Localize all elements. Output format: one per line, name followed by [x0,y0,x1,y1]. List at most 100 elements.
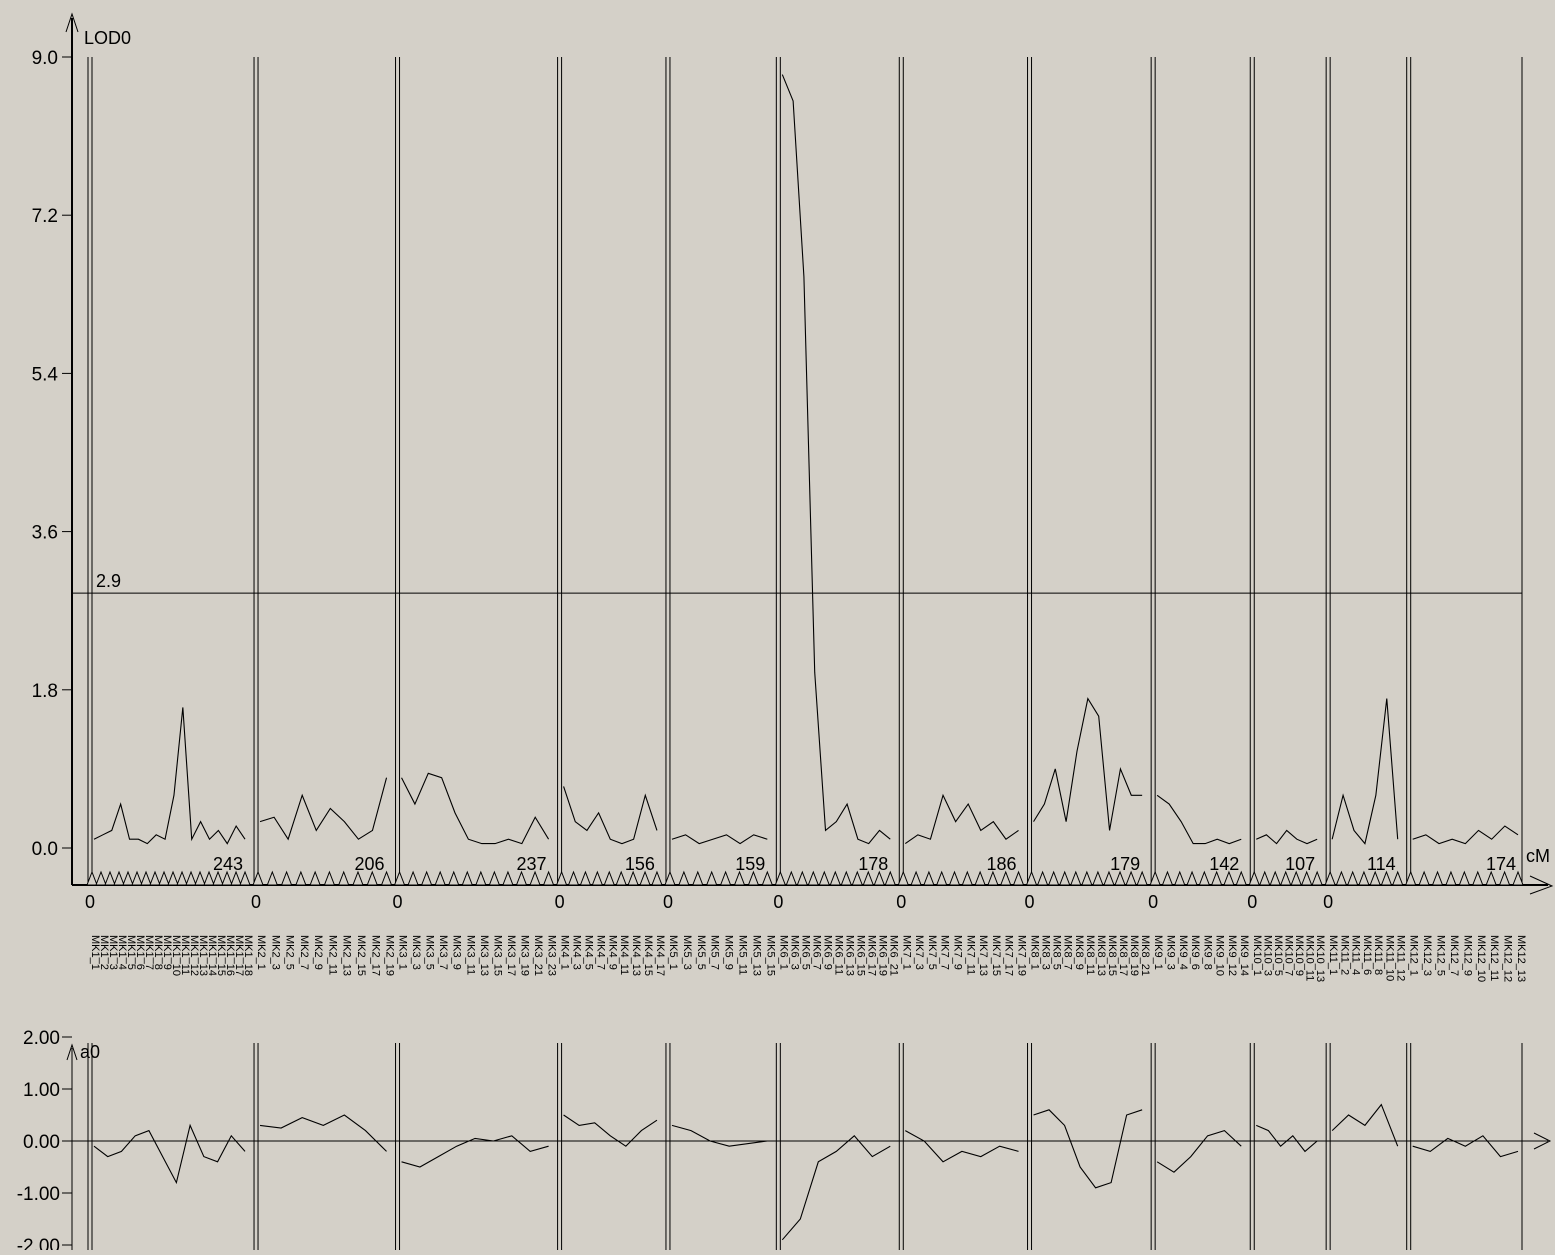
effect-curve [93,1123,246,1185]
lod-curve [1256,829,1318,845]
marker-triangle [140,870,152,886]
threshold-label: 2.9 [96,571,121,591]
marker-name-label: MK3_21 [532,935,544,976]
marker-triangle [639,870,651,886]
marker-name-label: MK3_9 [451,935,463,970]
marker-name-label: MK5_1 [667,935,679,970]
marker-name-label: MK10_13 [1314,935,1326,982]
marker-triangle [1485,870,1497,886]
effect-x-axis-arrow [1533,1132,1552,1150]
effect-curve [671,1124,768,1147]
lod-y-axis-arrow [65,12,79,33]
marker-triangle [380,870,393,886]
lod-y-axis-label: LOD0 [84,28,131,48]
effect-y-tick-label: 1.00 [23,1080,60,1101]
marker-triangle [295,870,307,886]
marker-name-label: MK7_13 [977,935,989,976]
chromosome-start-label: 0 [896,892,906,912]
marker-name-label: MK1_10 [170,935,182,976]
lod-curve [1412,825,1519,845]
marker-triangle [352,870,364,886]
marker-name-label: MK9_3 [1164,935,1176,970]
marker-name-label: MK12_9 [1461,935,1473,976]
lod-y-tick-label: 9.0 [32,48,58,69]
marker-triangle [1081,870,1093,886]
marker-name-label: MK3_15 [491,935,503,976]
marker-name-label: MK12_12 [1502,935,1514,982]
marker-name-label: MK3_17 [505,935,517,976]
marker-triangle [747,870,760,886]
marker-name-label: MK1_1 [89,935,101,970]
effect-curve [1156,1129,1242,1173]
marker-triangle [194,870,206,886]
marker-triangle [733,870,746,886]
effect-y-tick-label: 2.00 [23,1028,60,1049]
marker-triangle [1300,870,1313,886]
lod-curve [1331,698,1399,845]
marker-name-label: MK12_7 [1448,935,1460,976]
chromosome-length-label: 142 [1209,854,1239,874]
marker-triangle [434,870,446,886]
marker-name-label: MK7_9 [952,935,964,970]
marker-triangle [829,870,842,886]
marker-triangle [420,870,433,886]
lod-curve [259,777,388,841]
marker-triangle [678,870,690,886]
marker-name-label: MK1_11 [179,935,191,975]
chromosome-length-label: 107 [1285,854,1315,874]
effect-y-axis-label: a0 [80,1042,100,1062]
marker-name-label: MK3_11 [464,935,476,975]
lod-y-tick-label: 7.2 [32,206,58,227]
marker-name-label: MK8_3 [1040,935,1052,970]
marker-name-label: MK1_12 [188,935,200,976]
marker-name-label: MK7_7 [939,935,951,970]
lod-y-tick-label: 0.0 [32,839,58,860]
marker-triangle [1198,870,1211,886]
marker-triangle [366,870,378,886]
marker-name-label: MK8_13 [1095,935,1107,976]
marker-triangle [1279,870,1292,886]
lod-panel: LOD0 cM 0.0 1.8 3.6 5.4 7.2 9.0 2.9 0 243 0 206 0 237 0… [32,12,1554,912]
marker-name-label: MK6_21 [887,935,899,976]
marker-triangle [851,870,864,886]
marker-triangle [1369,870,1381,886]
marker-triangle [761,870,774,886]
marker-triangle [1210,870,1223,886]
marker-triangle [122,870,134,886]
marker-name-label: MK9_6 [1189,935,1201,970]
marker-triangle [873,870,886,886]
chromosome-length-label: 159 [735,854,765,874]
marker-triangle [974,870,986,886]
marker-name-label: MK6_5 [799,935,811,970]
marker-triangle [862,870,875,886]
marker-triangle [1070,870,1082,886]
marker-name-label: MK1_8 [152,935,164,970]
marker-name-label: MK7_19 [1016,935,1028,976]
marker-triangle [579,870,592,886]
marker-name-label: MK8_7 [1062,935,1074,970]
marker-name-label: MK9_1 [1152,935,1164,970]
marker-name-label: MK2_13 [341,935,353,976]
marker-triangle [323,870,336,886]
marker-name-label: MK3_1 [397,935,409,970]
marker-name-label: MK4_3 [571,935,583,970]
marker-name-label: MK8_19 [1128,935,1140,976]
marker-name-label: MK4_7 [594,935,606,970]
marker-triangle [840,870,853,886]
marker-name-label: MK7_5 [926,935,938,970]
marker-triangle [664,870,676,886]
marker-name-label: MK6_17 [865,935,877,976]
marker-name-label: MK2_19 [384,935,396,976]
marker-name-label: MK8_5 [1051,935,1063,970]
lod-curve [563,786,658,845]
marker-triangle [167,870,179,886]
marker-name-label: MK4_13 [630,935,642,976]
marker-triangle [1235,870,1247,886]
marker-triangle [1186,870,1198,886]
lod-y-tick-label: 1.8 [32,681,58,702]
marker-triangle [1512,870,1524,886]
marker-triangle [961,870,974,886]
marker-triangle [212,870,224,886]
marker-name-label: MK1_17 [233,935,245,976]
